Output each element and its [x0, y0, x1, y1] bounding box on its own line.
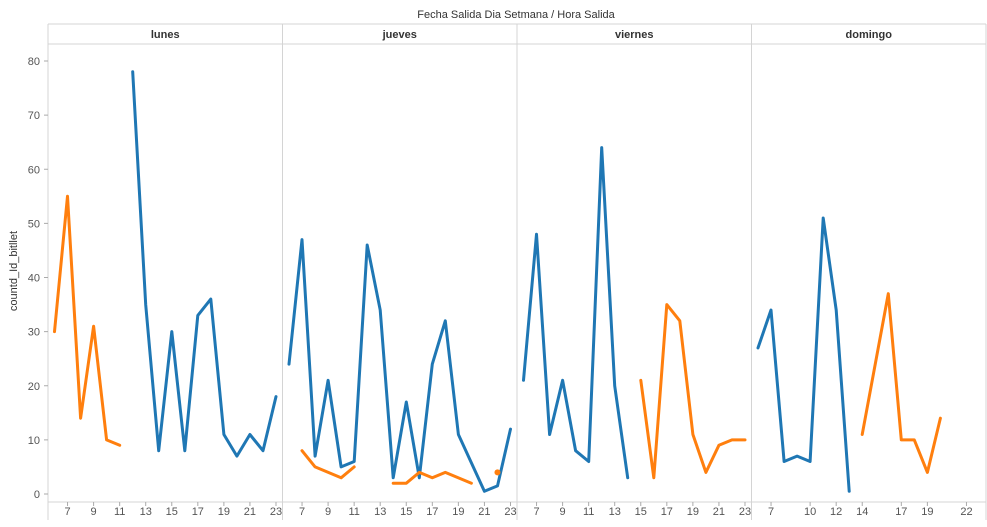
series-line-orange [300, 449, 356, 480]
series-line-orange [53, 194, 122, 447]
panel-jueves: jueves 7 9 11 13 15 17 19 21 23 [282, 24, 517, 520]
x-tick-label: 23 [504, 506, 516, 518]
x-tick-label: 13 [609, 506, 621, 518]
y-tick-label: 80 [28, 56, 40, 68]
x-tick-label: 7 [64, 506, 70, 518]
y-tick-label: 60 [28, 164, 40, 176]
y-tick-label: 30 [28, 327, 40, 339]
x-tick-label: 11 [583, 506, 594, 518]
series-line-blue [522, 146, 630, 480]
x-tick-label: 13 [374, 506, 386, 518]
y-axis-label-group: countd_Id_bitllet [8, 231, 20, 311]
x-tick-label: 15 [635, 506, 647, 518]
x-tick-label: 23 [739, 506, 751, 518]
x-tick-label: 23 [270, 506, 282, 518]
panel-title: domingo [846, 29, 893, 41]
panel-title: viernes [615, 29, 654, 41]
series-line-orange [391, 470, 473, 485]
y-tick-label: 70 [28, 110, 40, 122]
x-tick-label: 15 [400, 506, 412, 518]
x-tick-label: 22 [960, 506, 972, 518]
y-tick-label: 0 [34, 489, 40, 501]
x-tick-label: 7 [533, 506, 539, 518]
y-tick-label: 50 [28, 218, 40, 230]
x-tick-label: 19 [218, 506, 230, 518]
series-line-blue [131, 70, 278, 458]
panel-title: lunes [151, 29, 180, 41]
x-tick-label: 21 [244, 506, 256, 518]
x-tick-label: 21 [478, 506, 490, 518]
x-tick-label: 17 [661, 506, 673, 518]
panel-domingo: domingo 7 10 12 14 17 19 22 [751, 24, 973, 520]
series-point [494, 469, 501, 476]
x-tick-label: 19 [452, 506, 464, 518]
x-tick-label: 17 [895, 506, 907, 518]
chart-title: Fecha Salida Dia Setmana / Hora Salida [417, 9, 615, 21]
y-tick-label: 40 [28, 273, 40, 285]
x-tick-label: 11 [114, 506, 125, 518]
panel-viernes: viernes 7 9 11 13 15 17 19 21 23 [516, 24, 751, 520]
x-tick-label: 10 [804, 506, 816, 518]
chart-panels: lunes 7 9 11 13 15 17 19 21 23 jueves 7 9 11 13 15 17 19 2… [53, 24, 973, 520]
x-tick-label: 7 [299, 506, 305, 518]
panel-title: jueves [382, 29, 417, 41]
series-line-orange [639, 303, 747, 480]
y-axis-ticks: 0 10 20 30 40 50 60 70 80 [28, 56, 48, 501]
x-tick-label: 17 [426, 506, 438, 518]
x-tick-label: 15 [166, 506, 178, 518]
x-tick-label: 12 [830, 506, 842, 518]
panel-lunes: lunes 7 9 11 13 15 17 19 21 23 [53, 29, 282, 518]
x-tick-label: 21 [713, 506, 725, 518]
x-tick-label: 14 [856, 506, 868, 518]
y-tick-label: 20 [28, 381, 40, 393]
x-tick-label: 13 [140, 506, 152, 518]
x-tick-label: 17 [192, 506, 204, 518]
series-line-orange [860, 292, 942, 474]
x-tick-label: 11 [348, 506, 359, 518]
x-tick-label: 19 [921, 506, 933, 518]
y-tick-label: 10 [28, 435, 40, 447]
x-tick-label: 9 [91, 506, 97, 518]
x-tick-label: 9 [325, 506, 331, 518]
series-line-blue [287, 238, 512, 493]
x-tick-label: 9 [560, 506, 566, 518]
series-line-blue [756, 216, 851, 493]
x-tick-label: 19 [687, 506, 699, 518]
y-axis-label: countd_Id_bitllet [8, 231, 20, 311]
x-tick-label: 7 [768, 506, 774, 518]
